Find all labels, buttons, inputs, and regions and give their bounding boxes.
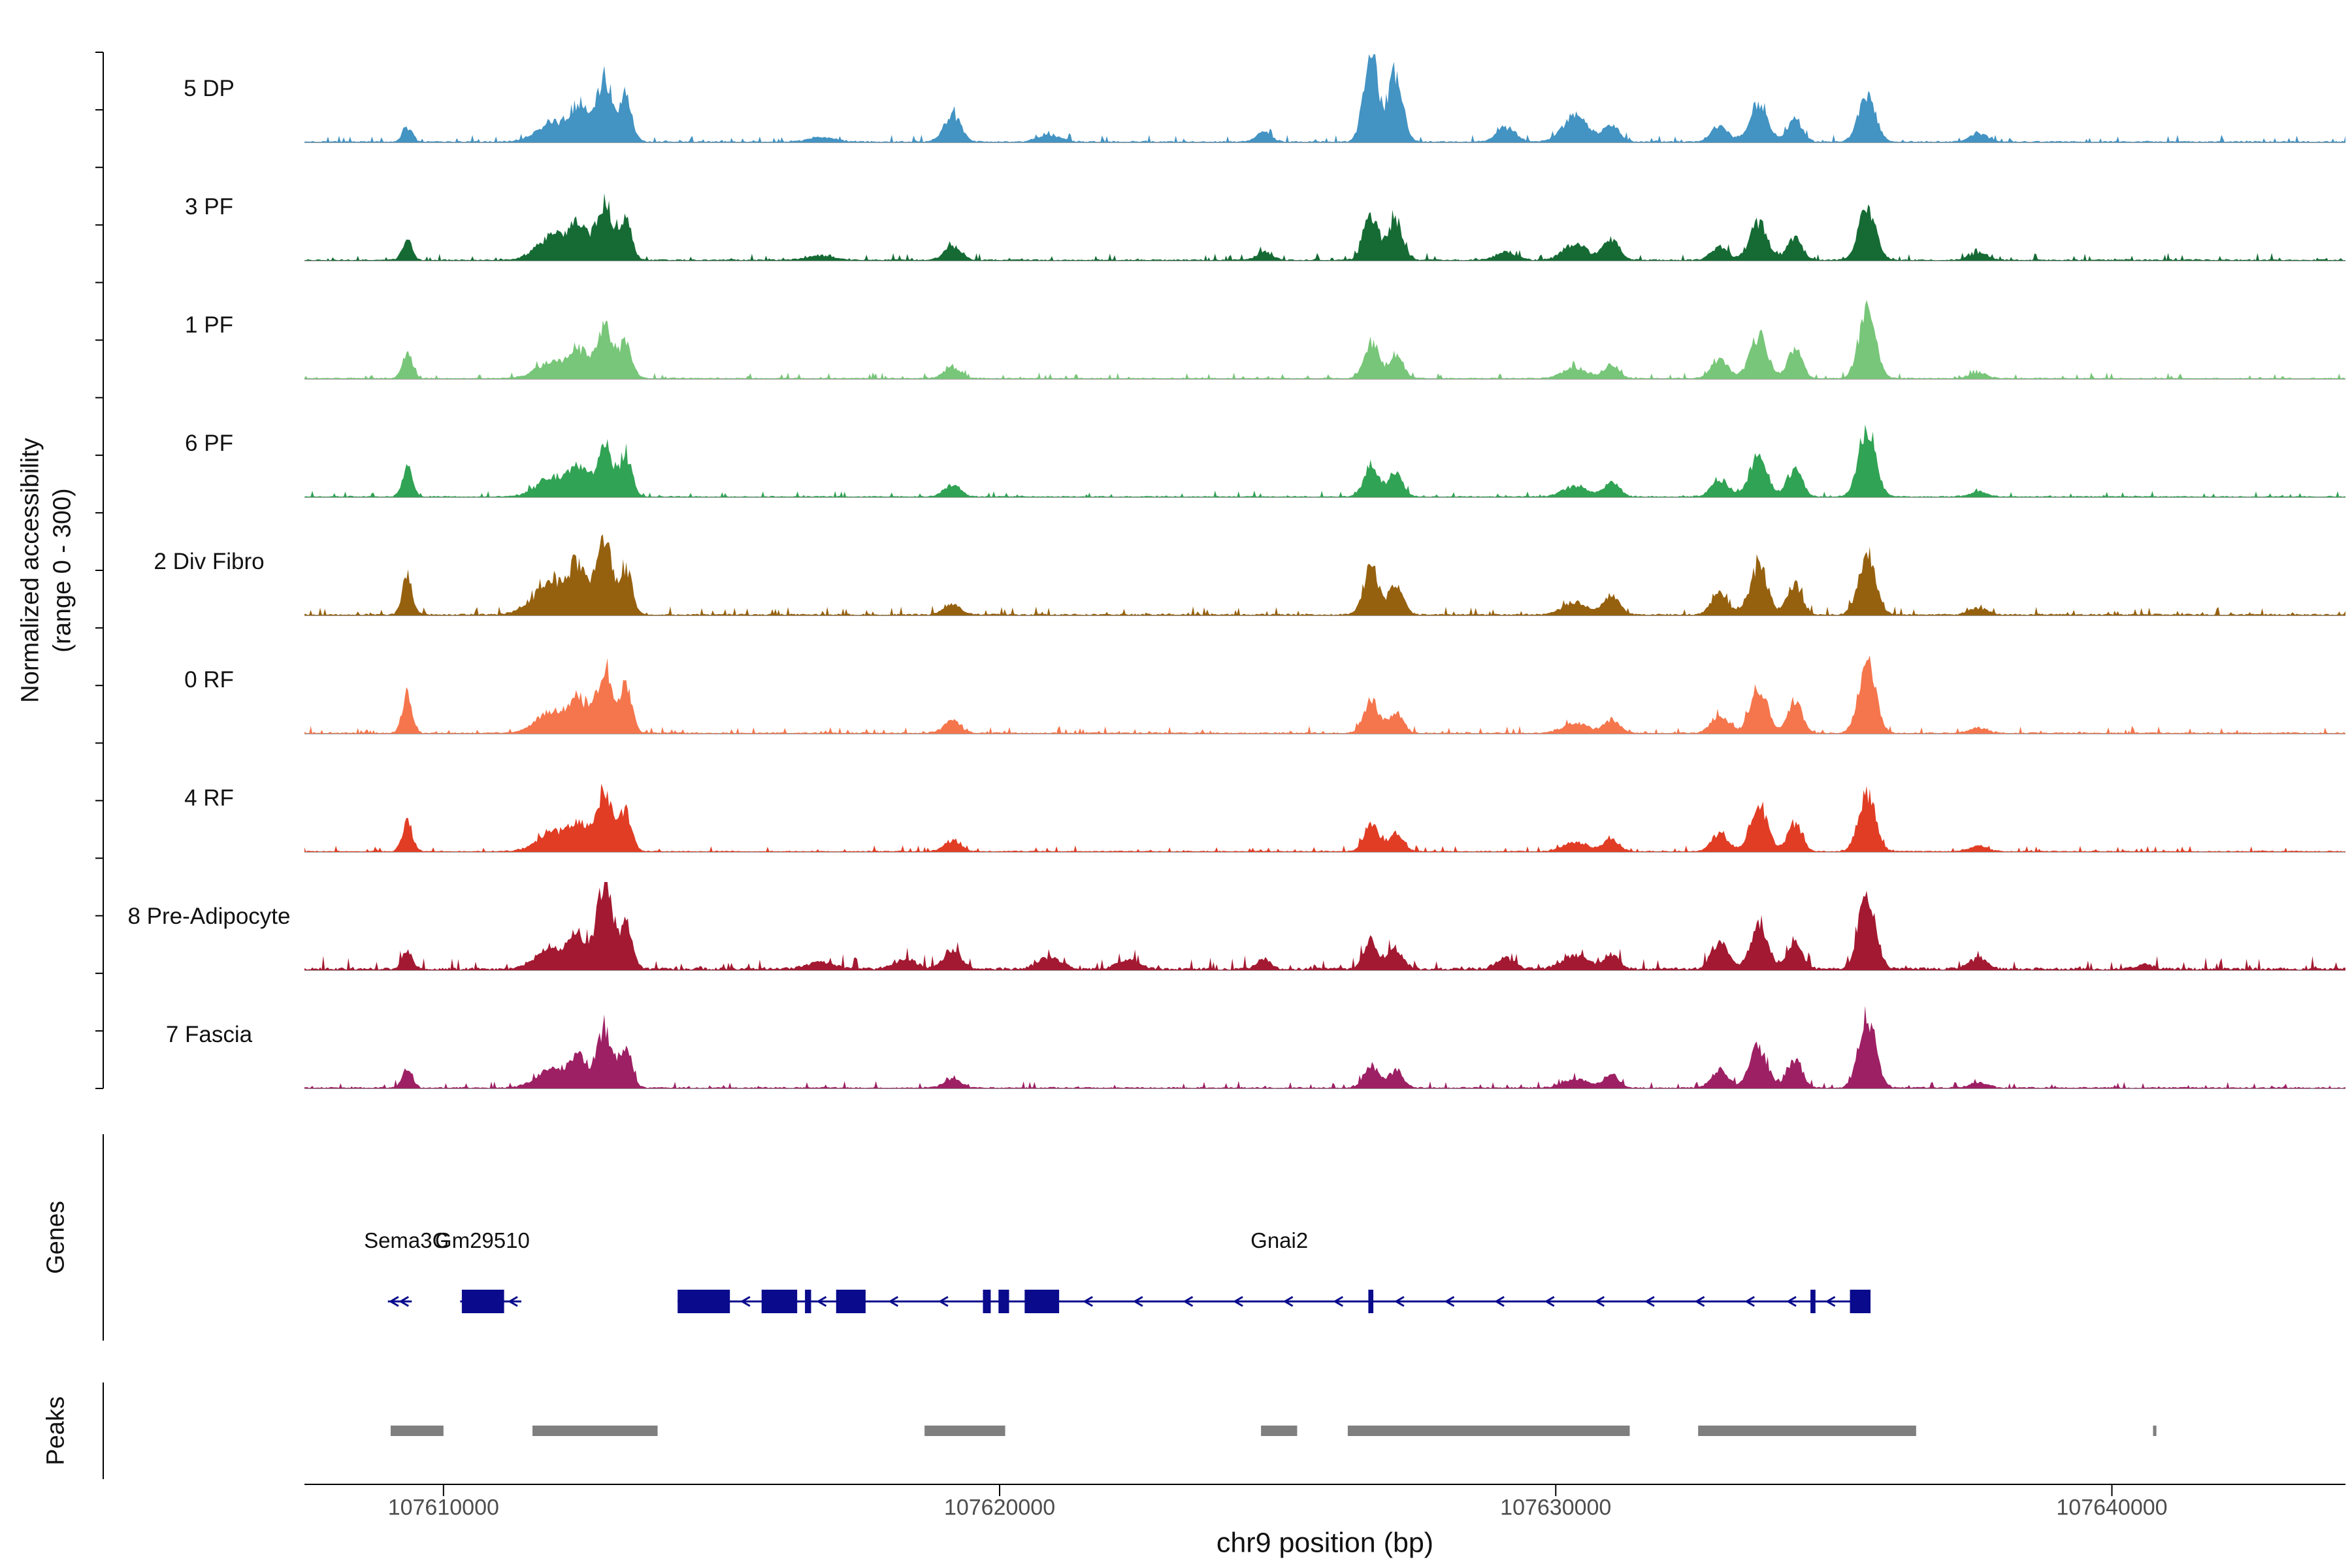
coverage-area-6-pf bbox=[304, 424, 2345, 497]
gene-exon-gm29510 bbox=[461, 1290, 504, 1313]
strand-arrow-icon bbox=[1183, 1296, 1194, 1307]
coverage-area-0-rf bbox=[304, 655, 2345, 734]
track-label-5-dp: 5 DP bbox=[184, 76, 235, 101]
strand-arrow-icon bbox=[1282, 1296, 1294, 1307]
gene-exon-gnai2 bbox=[678, 1290, 730, 1313]
track-label-1-pf: 1 PF bbox=[185, 312, 233, 338]
gene-exon-gnai2 bbox=[1368, 1290, 1374, 1313]
gene-exon-gnai2 bbox=[1024, 1290, 1060, 1313]
strand-arrow-icon bbox=[938, 1296, 949, 1307]
peak-region-bar bbox=[390, 1426, 444, 1436]
track-label-3-pf: 3 PF bbox=[185, 194, 233, 220]
x-tick-label-107610000: 107610000 bbox=[387, 1495, 499, 1520]
coverage-area-1-pf bbox=[304, 300, 2345, 379]
strand-arrow-icon bbox=[1644, 1296, 1655, 1307]
track-label-6-pf: 6 PF bbox=[185, 431, 233, 456]
coverage-area-4-rf bbox=[304, 783, 2345, 852]
track-label-0-rf: 0 RF bbox=[184, 667, 234, 693]
track-label-4-rf: 4 RF bbox=[184, 785, 234, 811]
coverage-area-7-fascia bbox=[304, 1005, 2345, 1088]
strand-arrow-icon bbox=[1333, 1296, 1344, 1307]
strand-arrow-icon bbox=[1694, 1296, 1705, 1307]
strand-arrow-icon bbox=[1233, 1296, 1243, 1307]
strand-arrow-icon bbox=[1744, 1296, 1755, 1307]
track-label-7-fascia: 7 Fascia bbox=[165, 1022, 253, 1047]
gene-label-sema3g: Sema3G bbox=[364, 1228, 449, 1252]
x-tick-label-107640000: 107640000 bbox=[2056, 1495, 2168, 1520]
gene-exon-gnai2 bbox=[1850, 1290, 1871, 1313]
peak-region-bar bbox=[2153, 1426, 2157, 1436]
strand-arrow-icon bbox=[508, 1296, 518, 1307]
strand-arrow-icon bbox=[1786, 1296, 1797, 1307]
x-tick-label-107620000: 107620000 bbox=[943, 1495, 1056, 1520]
strand-arrow-icon bbox=[388, 1296, 399, 1307]
gene-exon-gnai2 bbox=[983, 1290, 991, 1313]
gene-exon-gnai2 bbox=[998, 1290, 1009, 1313]
gene-exon-gnai2 bbox=[761, 1290, 798, 1313]
coverage-area-8-pre-adipocyte bbox=[304, 882, 2345, 970]
strand-arrow-icon bbox=[888, 1296, 899, 1307]
track-label-8-pre-adipocyte: 8 Pre-Adipocyte bbox=[127, 904, 291, 929]
strand-arrow-icon bbox=[1394, 1296, 1405, 1307]
strand-arrow-icon bbox=[1444, 1296, 1455, 1307]
genes-section-label: Genes bbox=[42, 1201, 70, 1274]
y-axis-title: Normalized accessibility (range 0 - 300) bbox=[16, 438, 76, 703]
peak-region-bar bbox=[532, 1426, 658, 1436]
peak-region-bar bbox=[924, 1426, 1005, 1436]
coverage-area-5-dp bbox=[304, 54, 2345, 142]
strand-arrow-icon bbox=[1594, 1296, 1605, 1307]
x-tick-label-107630000: 107630000 bbox=[1500, 1495, 1612, 1520]
strand-arrow-icon bbox=[740, 1296, 751, 1307]
peak-region-bar bbox=[1347, 1426, 1630, 1436]
gene-label-gm29510: Gm29510 bbox=[434, 1228, 530, 1252]
strand-arrow-icon bbox=[1494, 1296, 1505, 1307]
strand-arrow-icon bbox=[1544, 1296, 1555, 1307]
strand-arrow-icon bbox=[1825, 1296, 1836, 1307]
gene-exon-gnai2 bbox=[805, 1290, 811, 1313]
peak-region-bar bbox=[1261, 1426, 1298, 1436]
strand-arrow-icon bbox=[1083, 1296, 1093, 1307]
peaks-section-label: Peaks bbox=[42, 1396, 70, 1465]
coverage-area-2-div-fibro bbox=[304, 534, 2345, 615]
strand-arrow-icon bbox=[1132, 1296, 1143, 1307]
coverage-area-3-pf bbox=[304, 193, 2345, 261]
gene-exon-gnai2 bbox=[836, 1290, 866, 1313]
strand-arrow-icon bbox=[399, 1296, 409, 1307]
gene-exon-gnai2 bbox=[1810, 1290, 1816, 1313]
gene-label-gnai2: Gnai2 bbox=[1250, 1228, 1309, 1252]
x-axis-title: chr9 position (bp) bbox=[1216, 1527, 1434, 1559]
track-label-2-div-fibro: 2 Div Fibro bbox=[154, 549, 265, 574]
strand-arrow-icon bbox=[816, 1296, 827, 1307]
peak-region-bar bbox=[1698, 1426, 1916, 1436]
